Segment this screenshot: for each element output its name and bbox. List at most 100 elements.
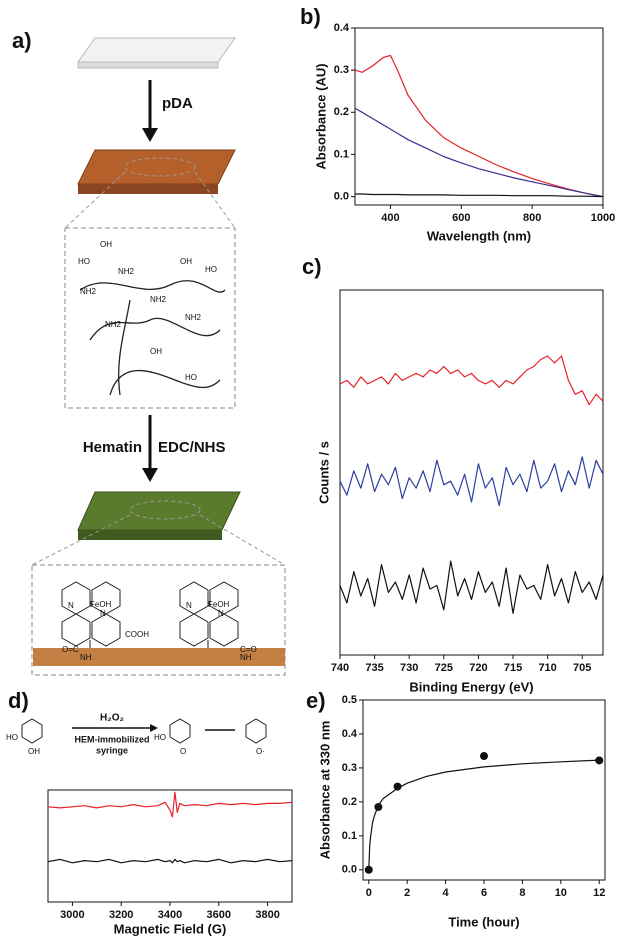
x-tick-label: 725 <box>435 662 453 674</box>
y-tick-label: 0.4 <box>334 22 350 34</box>
y-tick-label: 0.2 <box>342 796 357 808</box>
x-tick-label: 3600 <box>207 909 231 921</box>
atom-label: FeOH <box>90 600 112 609</box>
atom-label: C=O <box>240 645 257 654</box>
series-line <box>47 791 293 818</box>
series-line <box>355 193 604 198</box>
x-tick-label: 3200 <box>109 909 133 921</box>
data-point <box>480 752 488 761</box>
x-tick-label: 3400 <box>158 909 182 921</box>
y-tick-label: 0.1 <box>334 148 349 160</box>
x-tick-label: 4 <box>443 887 450 899</box>
atom-label: NH2 <box>105 320 122 329</box>
arrow-head <box>142 468 158 482</box>
y-tick-label: 0.5 <box>342 694 357 706</box>
x-axis-label: Magnetic Field (G) <box>114 921 227 936</box>
x-tick-label: 12 <box>593 887 605 899</box>
data-point <box>364 865 373 874</box>
series-line <box>339 560 604 614</box>
x-tick-label: 715 <box>504 662 522 674</box>
panel-label: a) <box>12 28 32 53</box>
atom-label: N <box>186 601 192 610</box>
zoom-lines <box>64 171 236 229</box>
atom-label: COOH <box>125 630 149 639</box>
zoom-box <box>31 564 286 676</box>
atom-label: NH <box>240 653 252 662</box>
atom-label: NH2 <box>185 313 202 322</box>
atom-label: NH2 <box>118 267 135 276</box>
atom-label: FeOH <box>208 600 230 609</box>
x-tick-label: 740 <box>331 662 349 674</box>
atom-label: OH <box>180 257 192 266</box>
data-point <box>374 802 383 811</box>
hematin-slide-edge <box>78 530 222 540</box>
data-point <box>595 756 604 765</box>
atom-label: HO <box>6 733 18 742</box>
atom-label: O· <box>256 747 265 756</box>
condition: HEM-immobilized <box>74 734 149 744</box>
panel-a: a) pDA OH HO NH2 NH2 NH2 OH HO NH2 NH2 OH HO Hemat… <box>12 28 286 676</box>
series-line <box>339 355 604 406</box>
atom-label: NH <box>80 653 92 662</box>
x-tick-label: 6 <box>481 887 487 899</box>
glass-slide <box>77 37 236 63</box>
plot-frame <box>47 789 293 903</box>
porphyrin-rings <box>61 581 239 648</box>
atom-label: HO <box>154 733 166 742</box>
panel-label: e) <box>306 688 326 713</box>
x-tick-label: 800 <box>523 212 541 224</box>
atom-label: O=C <box>62 645 79 654</box>
step-label: Hematin <box>83 439 142 456</box>
x-tick-label: 0 <box>366 887 372 899</box>
pda-slide <box>77 149 236 185</box>
panel-label: c) <box>302 254 322 279</box>
y-tick-label: 0.4 <box>342 728 358 740</box>
atom-label: OH <box>28 747 40 756</box>
series-line <box>339 456 604 507</box>
y-tick-label: 0.1 <box>342 830 357 842</box>
zoom-region <box>124 157 196 177</box>
atom-label: HO <box>78 257 90 266</box>
x-tick-label: 3000 <box>60 909 84 921</box>
zoom-region <box>129 500 201 520</box>
substrate <box>33 648 285 666</box>
y-axis-label: Absorbance (AU) <box>313 63 328 169</box>
series-line <box>47 858 293 864</box>
series-line <box>354 54 604 198</box>
pda-chains <box>79 280 226 396</box>
x-tick-label: 600 <box>452 212 470 224</box>
hematin-slide <box>77 491 241 531</box>
zoom-box <box>64 227 236 409</box>
atom-labels: HO OH HO O O· <box>6 733 265 756</box>
glass-slide-edge <box>77 61 219 69</box>
atom-label: NH2 <box>150 295 167 304</box>
atom-label: O <box>180 747 186 756</box>
panel-d-scheme: H₂O₂ HEM-immobilized syringe HO OH HO O O· <box>6 713 267 756</box>
series-line <box>354 107 604 198</box>
atom-label: HO <box>185 373 197 382</box>
atom-label: N <box>100 609 106 618</box>
step-label: pDA <box>162 95 193 112</box>
pda-labels: OH HO NH2 NH2 NH2 OH HO NH2 NH2 OH HO <box>78 240 217 382</box>
panel-label: d) <box>8 688 29 713</box>
y-axis-label: Absorbance at 330 nm <box>317 721 332 860</box>
x-tick-label: 1000 <box>591 212 615 224</box>
y-tick-label: 0.3 <box>334 64 349 76</box>
data-point <box>393 782 402 791</box>
arrow-head <box>142 128 158 142</box>
fit-line <box>368 759 600 870</box>
x-tick-label: 3800 <box>255 909 279 921</box>
x-axis-label: Time (hour) <box>448 914 519 929</box>
y-tick-label: 0.2 <box>334 106 349 118</box>
x-tick-label: 705 <box>573 662 591 674</box>
panel-label: b) <box>300 4 321 29</box>
x-tick-label: 735 <box>365 662 383 674</box>
x-tick-label: 400 <box>381 212 399 224</box>
x-axis-label: Wavelength (nm) <box>427 228 531 243</box>
x-tick-label: 8 <box>519 887 525 899</box>
pda-slide-edge <box>78 184 218 194</box>
y-tick-label: 0.0 <box>334 190 349 202</box>
catechol-rings <box>21 718 267 744</box>
y-axis-label: Counts / s <box>316 441 331 504</box>
